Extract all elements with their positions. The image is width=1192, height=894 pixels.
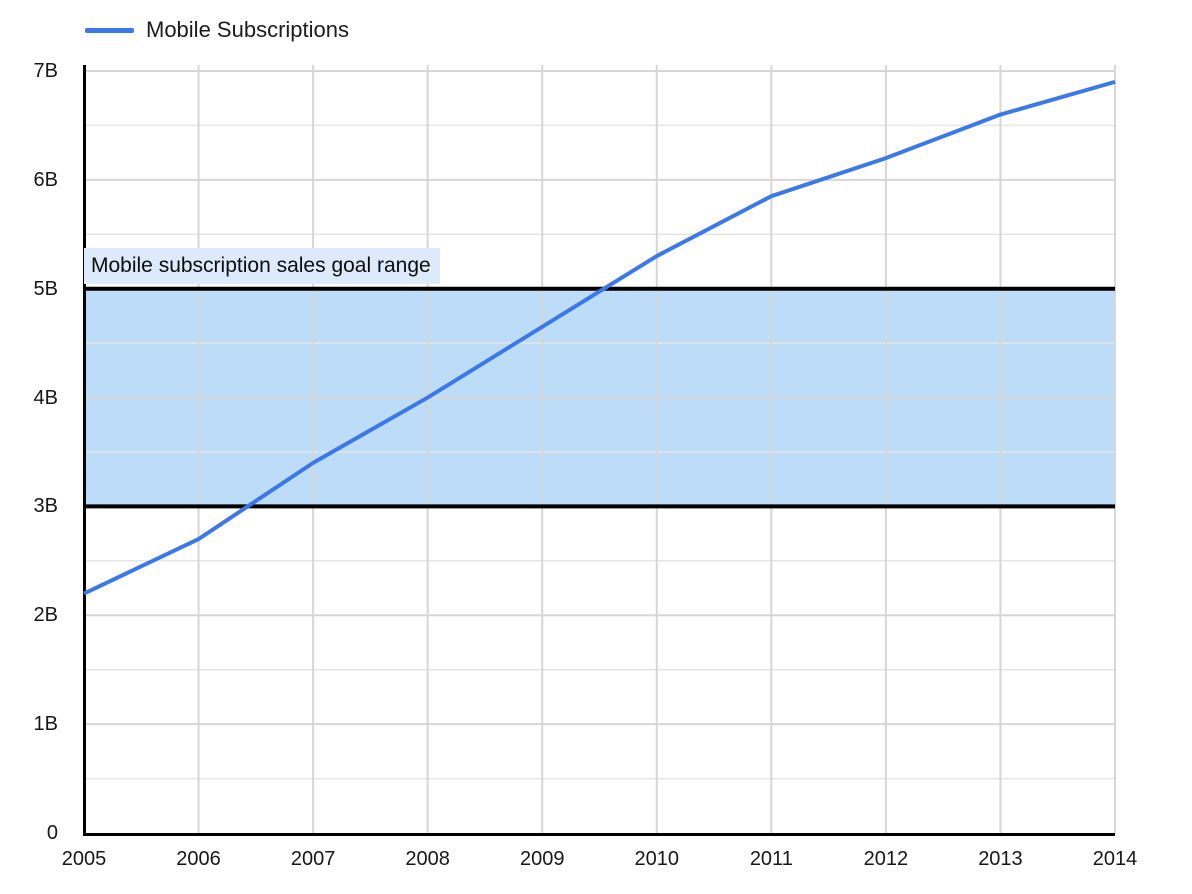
- y-axis-tick: 5B: [33, 277, 58, 300]
- legend-line-swatch: [85, 27, 134, 33]
- mobile-subscriptions-line: [83, 79, 1116, 596]
- y-axis-tick: 0: [46, 822, 58, 844]
- x-axis-tick: 2010: [634, 848, 680, 870]
- x-axis-tick: 2007: [290, 848, 336, 870]
- y-axis-tick: 4B: [33, 386, 58, 409]
- y-axis-tick: 2B: [33, 604, 58, 627]
- x-axis-tick: 2009: [519, 848, 565, 870]
- y-axis-tick: 7B: [33, 60, 58, 82]
- x-axis-tick: 2008: [405, 848, 450, 870]
- x-axis-tick: 2013: [978, 848, 1023, 870]
- x-axis-tick: 2012: [863, 848, 909, 870]
- goal-range-label: Mobile subscription sales goal range: [84, 247, 440, 284]
- x-axis-tick: 2005: [61, 848, 107, 870]
- legend-label: Mobile Subscriptions: [146, 17, 349, 42]
- y-axis-tick: 3B: [33, 495, 58, 518]
- legend: Mobile Subscriptions: [85, 17, 349, 43]
- x-axis-tick: 2011: [749, 848, 793, 870]
- x-axis-tick: 2006: [176, 848, 221, 870]
- y-axis-tick: 6B: [33, 168, 58, 191]
- x-axis-tick: 2014: [1092, 848, 1138, 870]
- y-axis-tick: 1B: [33, 713, 58, 736]
